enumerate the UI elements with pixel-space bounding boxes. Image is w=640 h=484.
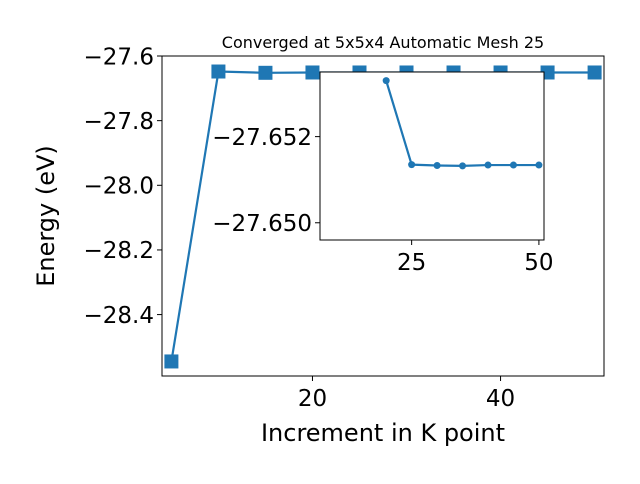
- main-data-point: [305, 65, 320, 80]
- main-y-tick-label: −27.8: [84, 109, 154, 135]
- inset-axes-frame: [319, 71, 545, 241]
- main-x-tick-label: 40: [486, 386, 515, 412]
- inset-y-tick-label: −27.652: [212, 125, 312, 151]
- inset-data-point: [408, 161, 416, 169]
- inset-data-point: [509, 161, 517, 169]
- main-y-ticks: −28.4 −28.2 −28.0 −27.8 −27.6: [84, 44, 162, 329]
- main-data-point: [211, 64, 226, 79]
- inset-plot-area: 25 50 −27.652 −27.650: [212, 71, 554, 276]
- main-data-point: [587, 65, 602, 80]
- main-y-tick-label: −27.6: [84, 44, 154, 70]
- inset-x-tick-label: 25: [397, 250, 426, 276]
- main-x-tick-label: 20: [298, 386, 327, 412]
- inset-x-ticks: 25 50: [397, 240, 554, 276]
- inset-x-tick-label: 50: [524, 250, 553, 276]
- y-axis-label: Energy (eV): [32, 145, 60, 287]
- main-y-tick-label: −28.4: [84, 303, 154, 329]
- main-y-tick-label: −28.2: [84, 238, 154, 264]
- inset-y-tick-label: −27.650: [212, 211, 312, 237]
- main-y-tick-label: −28.0: [84, 174, 154, 200]
- inset-series: [382, 77, 543, 170]
- chart-title: Converged at 5x5x4 Automatic Mesh 25: [222, 33, 544, 52]
- inset-data-point: [459, 162, 467, 170]
- main-data-point: [258, 65, 273, 80]
- inset-y-ticks: −27.652 −27.650: [212, 125, 320, 237]
- inset-data-point: [382, 77, 390, 85]
- inset-data-point: [433, 161, 441, 169]
- x-axis-label: Increment in K point: [261, 419, 505, 447]
- main-x-ticks: 20 40: [298, 376, 515, 412]
- inset-data-point: [484, 161, 492, 169]
- inset-data-point: [535, 161, 543, 169]
- main-axes-frame: [161, 55, 605, 377]
- main-plot-area: 20 40 −28.4−28.2−28.0−27.8−27.6: [84, 44, 605, 412]
- main-data-point: [164, 354, 179, 369]
- inset-background: [320, 72, 544, 240]
